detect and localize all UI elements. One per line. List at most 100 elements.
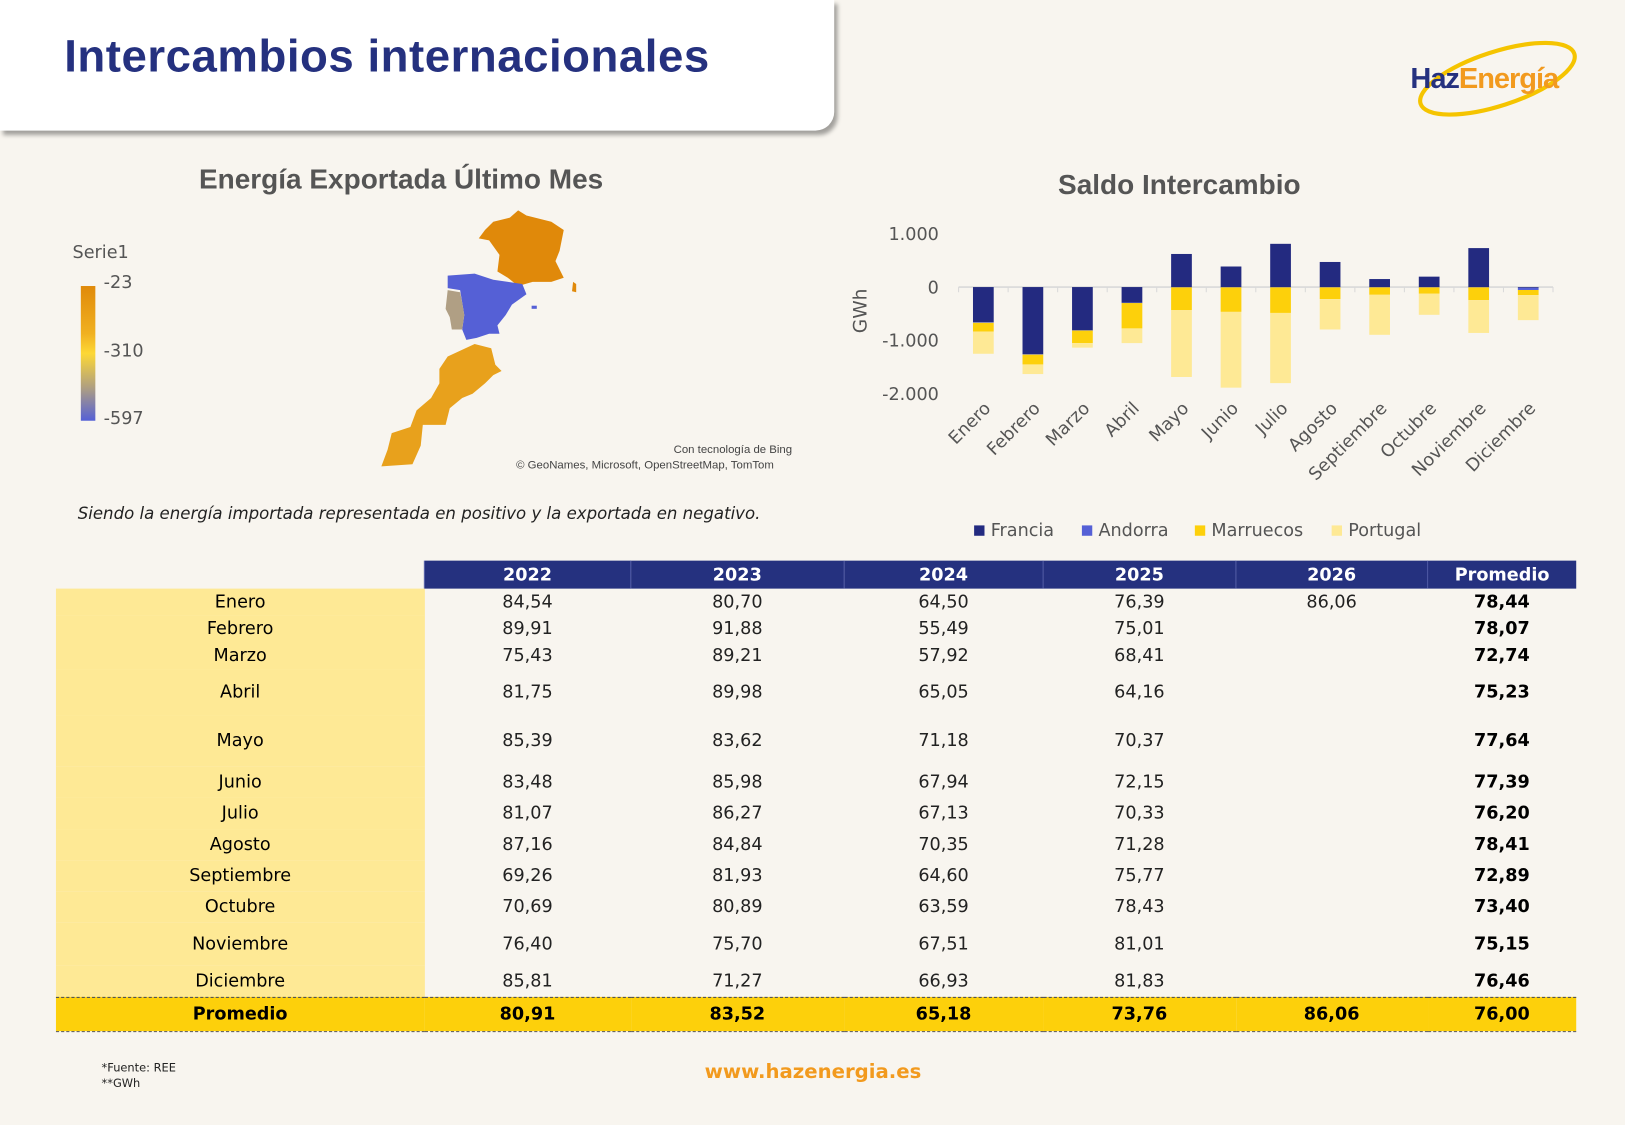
table-row: Abril 81,75 89,98 65,05 64,16 75,23	[55, 669, 1576, 716]
average-cell: 72,89	[1473, 865, 1530, 887]
logo-swoosh-icon	[1418, 40, 1577, 117]
legend-label-portugal: Portugal	[1348, 521, 1421, 541]
map-credit-bing: Con tecnología de Bing	[673, 443, 793, 456]
map-region-francia[interactable]	[478, 210, 564, 287]
table-row: Octubre 70,69 80,89 63,59 78,43 73,40	[55, 891, 1576, 923]
bar-andorra-marzo	[1072, 330, 1093, 331]
data-table: 2022 2023 2024 2025 2026 Promedio Enero 84,54 8…	[55, 560, 1577, 1032]
legend-swatch-marruecos	[1194, 525, 1206, 536]
table-row: Enero 84,54 80,70 64,50 76,39 86,06 78,44	[55, 588, 1576, 616]
average-row: Promedio 80,91 83,52 65,18 73,76 86,06 76,00	[55, 996, 1577, 1032]
map-region-portugal[interactable]	[445, 290, 465, 330]
average-cell: 78,07	[1473, 618, 1530, 640]
x-tick-label: Abril	[1101, 399, 1144, 442]
average-cell: 78,41	[1473, 834, 1530, 855]
month-label: Septiembre	[55, 860, 425, 892]
bar-portugal-enero	[972, 331, 994, 354]
value-cell	[1236, 715, 1428, 767]
value-cell: 86,06	[1306, 591, 1357, 613]
average-cell: 78,44	[1473, 591, 1530, 613]
bar-marruecos-octubre	[1418, 287, 1440, 294]
month-label: Diciembre	[55, 965, 425, 997]
value-cell: 71,27	[712, 970, 763, 992]
bar-andorra-septiembre	[1369, 287, 1390, 288]
value-cell: 70,37	[1114, 730, 1165, 752]
bar-portugal-septiembre	[1369, 294, 1390, 335]
value-cell: 57,92	[918, 645, 969, 667]
bar-portugal-agosto	[1319, 299, 1341, 330]
map-color-scale	[80, 286, 96, 421]
bar-andorra-abril	[1121, 302, 1143, 304]
website-link[interactable]: www.hazenergia.es	[704, 1060, 922, 1083]
value-cell	[1236, 966, 1428, 997]
map-region-marruecos[interactable]	[381, 344, 502, 467]
hazenergia-logo: HazEnergía	[1404, 37, 1585, 120]
value-cell: 69,26	[502, 865, 553, 887]
month-label: Julio	[55, 797, 425, 830]
bar-francia-diciembre	[1517, 287, 1539, 288]
value-cell: 67,13	[918, 803, 969, 824]
average-cell: 77,64	[1473, 730, 1530, 752]
value-cell: 55,49	[918, 618, 969, 640]
column-header: 2025	[1042, 560, 1236, 589]
map-region-espana[interactable]	[447, 273, 527, 340]
bar-francia-septiembre	[1369, 279, 1390, 288]
logo-text-energia: Energía	[1458, 62, 1559, 95]
average-total-cell: 76,00	[1427, 996, 1577, 1032]
bar-francia-mayo	[1171, 253, 1192, 288]
bar-marruecos-septiembre	[1369, 287, 1390, 295]
month-label: Febrero	[55, 615, 425, 643]
value-cell: 81,93	[712, 865, 763, 887]
value-cell: 67,94	[918, 772, 969, 793]
value-cell: 75,43	[502, 645, 553, 667]
value-cell: 71,28	[1114, 834, 1165, 855]
bar-portugal-mayo	[1171, 310, 1192, 377]
value-cell	[1236, 767, 1428, 798]
y-tick-label: -2.000	[882, 385, 939, 405]
value-cell	[1236, 860, 1428, 891]
value-cell: 86,27	[712, 803, 763, 824]
bar-francia-febrero	[1022, 287, 1044, 355]
month-label: Octubre	[55, 891, 425, 923]
month-label: Noviembre	[55, 922, 425, 966]
y-tick-label: 1.000	[888, 225, 938, 245]
bar-francia-noviembre	[1468, 248, 1490, 288]
table-row: Julio 81,07 86,27 67,13 70,33 76,20	[55, 797, 1576, 830]
value-cell: 70,69	[502, 896, 553, 918]
bar-portugal-julio	[1270, 312, 1291, 384]
table-header-row: 2022 2023 2024 2025 2026 Promedio	[56, 560, 1577, 589]
bar-marruecos-junio	[1220, 287, 1242, 312]
bar-marruecos-abril	[1121, 303, 1143, 329]
table-row: Mayo 85,39 83,62 71,18 70,37 77,64	[55, 715, 1576, 767]
map	[381, 210, 577, 467]
value-cell: 64,50	[918, 591, 969, 613]
map-title: Energía Exportada Último Mes	[198, 163, 604, 195]
legend-label-francia: Francia	[991, 521, 1054, 541]
bar-francia-julio	[1270, 243, 1291, 288]
value-cell: 91,88	[712, 618, 763, 640]
table-row: Febrero 89,91 91,88 55,49 75,01 78,07	[55, 615, 1576, 643]
value-cell: 89,21	[712, 645, 763, 667]
map-legend-max: -23	[103, 272, 133, 294]
value-cell: 87,16	[502, 834, 553, 855]
value-cell	[1236, 798, 1428, 829]
value-cell: 85,98	[712, 772, 763, 793]
bar-marruecos-enero	[972, 322, 994, 332]
x-tick-label: Julio	[1251, 399, 1292, 440]
value-cell: 85,81	[502, 970, 553, 992]
map-credit-sources: © GeoNames, Microsoft, OpenStreetMap, To…	[516, 459, 774, 472]
average-cell: 76,46	[1473, 970, 1530, 992]
value-cell: 66,93	[918, 970, 969, 992]
value-cell: 84,54	[502, 591, 553, 613]
value-cell: 83,62	[712, 730, 763, 752]
bar-portugal-abril	[1121, 328, 1143, 344]
value-cell: 85,39	[502, 730, 553, 752]
bar-portugal-octubre	[1418, 293, 1440, 315]
bar-portugal-febrero	[1022, 364, 1044, 375]
value-cell: 75,01	[1114, 618, 1165, 640]
average-cell: 76,20	[1473, 803, 1530, 824]
bar-marruecos-mayo	[1171, 287, 1192, 311]
legend-label-andorra: Andorra	[1098, 521, 1168, 541]
bar-andorra-octubre	[1418, 287, 1440, 288]
